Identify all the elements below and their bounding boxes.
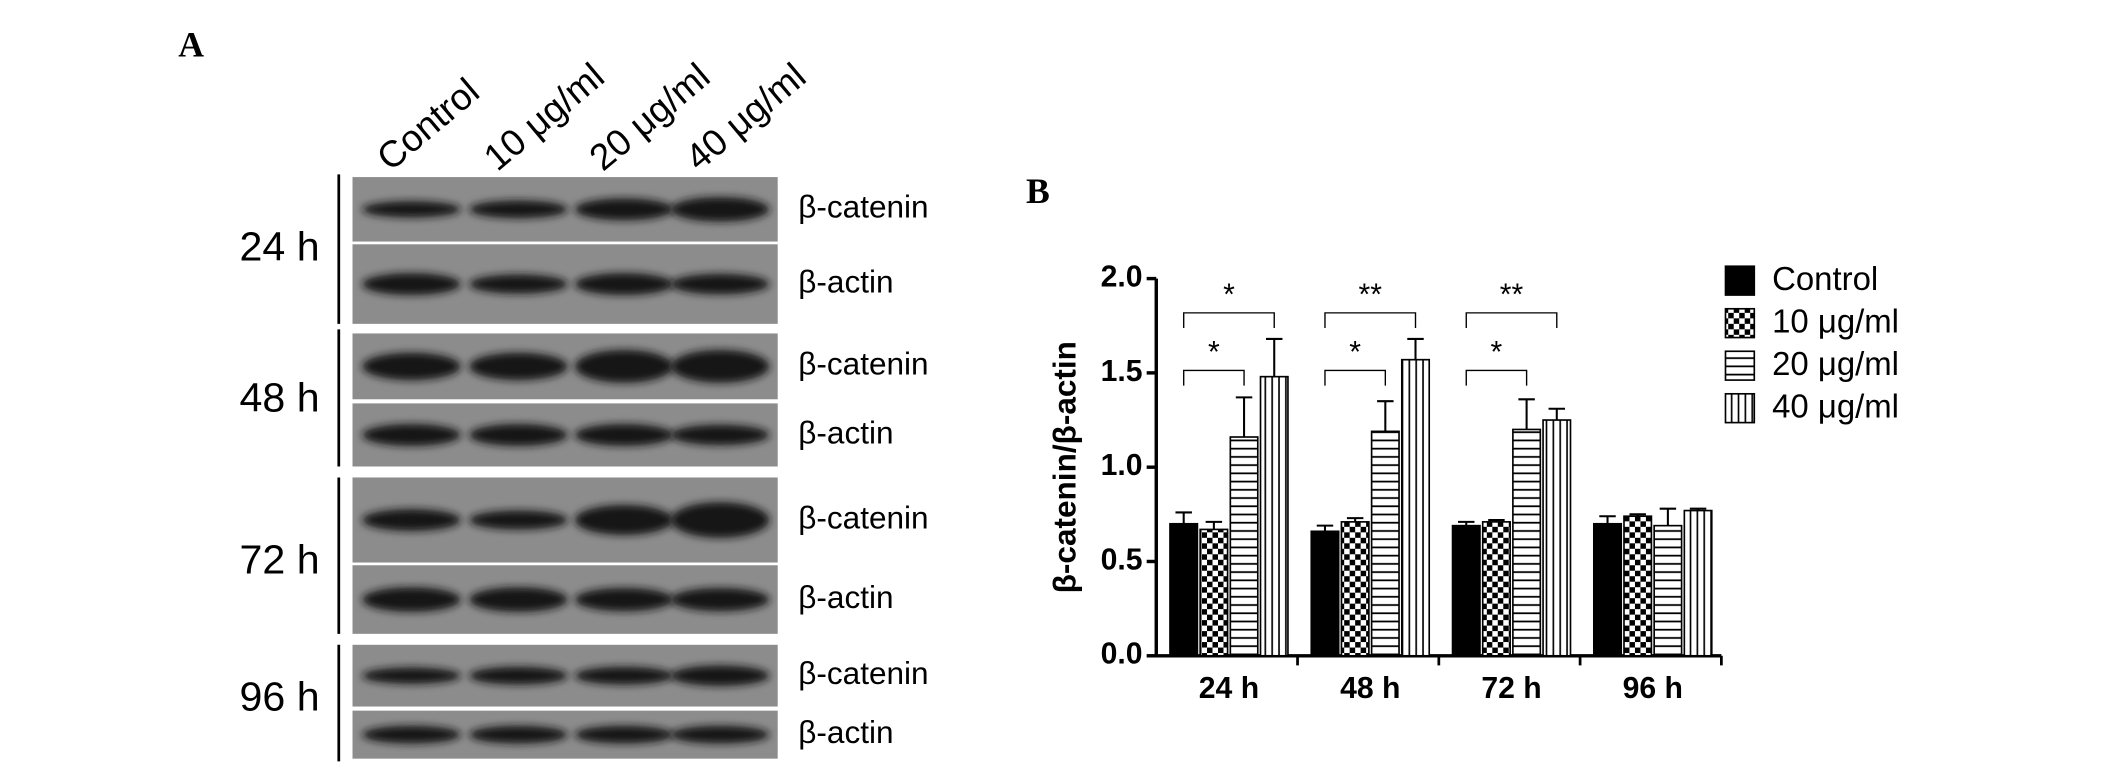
band bbox=[362, 201, 461, 218]
protein-label: β-catenin bbox=[798, 189, 928, 225]
bar bbox=[1623, 515, 1653, 657]
band bbox=[670, 665, 770, 686]
band bbox=[670, 587, 770, 612]
band bbox=[670, 424, 770, 446]
band bbox=[574, 725, 674, 744]
significance-label: ** bbox=[1358, 278, 1382, 311]
band bbox=[469, 510, 568, 530]
bar bbox=[1259, 375, 1289, 657]
legend-label: Control bbox=[1772, 260, 1878, 297]
bar bbox=[1400, 358, 1431, 657]
significance-label: * bbox=[1349, 336, 1361, 369]
bar bbox=[1310, 530, 1340, 657]
band bbox=[469, 352, 568, 381]
significance-bracket bbox=[1183, 312, 1275, 328]
y-axis-label: β-catenin/β-actin bbox=[1046, 341, 1082, 593]
protein-label: β-actin bbox=[798, 263, 893, 299]
bar bbox=[1451, 524, 1481, 657]
significance-label: * bbox=[1223, 278, 1235, 311]
protein-label: β-actin bbox=[798, 714, 893, 750]
band bbox=[469, 666, 568, 685]
band bbox=[574, 423, 674, 446]
band bbox=[574, 349, 674, 383]
bar bbox=[1653, 524, 1683, 657]
band bbox=[362, 423, 461, 446]
significance-bracket bbox=[1183, 369, 1245, 386]
band bbox=[670, 196, 770, 222]
band bbox=[670, 725, 770, 744]
legend-swatch bbox=[1724, 350, 1756, 381]
time-label: 24 h bbox=[240, 224, 320, 270]
bar bbox=[1169, 522, 1199, 657]
bar bbox=[1229, 436, 1259, 657]
bar bbox=[1592, 522, 1623, 657]
band bbox=[574, 273, 674, 296]
y-tick-label: 0.0 bbox=[1101, 638, 1143, 671]
bar bbox=[1542, 419, 1572, 657]
y-tick-label: 1.0 bbox=[1101, 449, 1143, 482]
legend-swatch bbox=[1724, 265, 1756, 296]
significance-label: * bbox=[1491, 336, 1503, 369]
significance-bracket bbox=[1324, 312, 1417, 328]
legend-label: 40 μg/ml bbox=[1772, 388, 1899, 425]
y-tick-label: 0.5 bbox=[1101, 543, 1143, 576]
significance-label: ** bbox=[1500, 278, 1524, 311]
protein-label: β-catenin bbox=[798, 655, 928, 691]
y-tick-label: 2.0 bbox=[1101, 261, 1143, 294]
band bbox=[574, 198, 674, 221]
legend-swatch bbox=[1724, 392, 1756, 424]
band bbox=[469, 587, 568, 612]
bar bbox=[1370, 430, 1400, 657]
panel-label: A bbox=[178, 24, 204, 64]
protein-label: β-catenin bbox=[798, 346, 928, 382]
y-tick-label: 1.5 bbox=[1101, 355, 1143, 388]
band bbox=[362, 587, 461, 612]
band bbox=[574, 587, 674, 612]
band bbox=[469, 200, 568, 219]
band bbox=[362, 352, 461, 381]
x-tick-label: 24 h bbox=[1199, 672, 1259, 705]
band bbox=[670, 349, 770, 383]
band bbox=[469, 423, 568, 446]
x-tick-label: 96 h bbox=[1623, 672, 1683, 705]
protein-label: β-actin bbox=[798, 579, 893, 615]
band bbox=[670, 273, 770, 295]
protein-label: β-catenin bbox=[798, 499, 928, 535]
band bbox=[362, 509, 461, 531]
bar bbox=[1683, 509, 1713, 657]
band bbox=[362, 725, 461, 744]
protein-label: β-actin bbox=[798, 414, 893, 450]
bar bbox=[1481, 521, 1511, 657]
band bbox=[469, 274, 568, 294]
time-label: 72 h bbox=[240, 536, 320, 582]
band bbox=[574, 504, 674, 536]
band bbox=[362, 667, 461, 684]
x-tick-label: 48 h bbox=[1340, 672, 1400, 705]
band bbox=[362, 273, 461, 296]
significance-bracket bbox=[1465, 369, 1528, 386]
time-label: 48 h bbox=[240, 375, 320, 421]
lane-label: Control bbox=[368, 69, 486, 178]
significance-bracket bbox=[1465, 312, 1558, 328]
bar bbox=[1199, 528, 1229, 657]
x-tick-label: 72 h bbox=[1481, 672, 1541, 705]
legend-swatch bbox=[1724, 307, 1756, 339]
significance-bracket bbox=[1324, 369, 1387, 386]
significance-label: * bbox=[1208, 336, 1220, 369]
band bbox=[670, 502, 770, 538]
bar bbox=[1340, 521, 1370, 657]
legend-label: 20 μg/ml bbox=[1772, 345, 1899, 382]
panel-label: B bbox=[1026, 171, 1050, 211]
time-label: 96 h bbox=[240, 674, 320, 720]
band bbox=[469, 725, 568, 744]
legend-label: 10 μg/ml bbox=[1772, 303, 1899, 340]
bar bbox=[1512, 428, 1542, 657]
band bbox=[574, 666, 674, 685]
